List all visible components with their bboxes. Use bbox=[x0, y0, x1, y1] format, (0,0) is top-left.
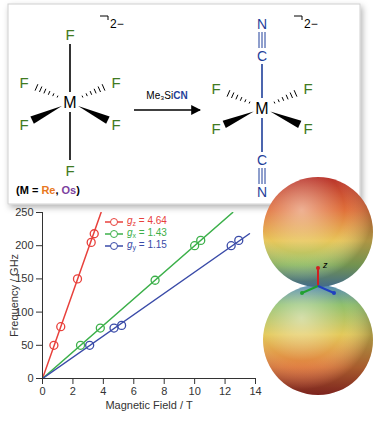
svg-text:C: C bbox=[257, 152, 267, 168]
svg-text:14: 14 bbox=[249, 385, 261, 397]
svg-text:10: 10 bbox=[189, 385, 201, 397]
svg-text:250: 250 bbox=[15, 206, 33, 218]
svg-text:F: F bbox=[303, 80, 312, 97]
svg-text:F: F bbox=[19, 74, 28, 91]
html-text:gy= 1.15: gy= 1.15 bbox=[127, 238, 167, 251]
svg-text:200: 200 bbox=[15, 239, 33, 251]
svg-text:M: M bbox=[63, 94, 76, 111]
svg-text:N: N bbox=[257, 16, 267, 32]
svg-text:F: F bbox=[303, 120, 312, 137]
svg-text:C: C bbox=[257, 48, 267, 64]
svg-text:Frequency / GHz: Frequency / GHz bbox=[8, 254, 20, 337]
svg-text:Magnetic Field / T: Magnetic Field / T bbox=[105, 399, 193, 411]
html-text:gz= 4.64: gz= 4.64 bbox=[127, 214, 167, 227]
svg-text:F: F bbox=[19, 116, 28, 133]
svg-text:F: F bbox=[111, 74, 120, 91]
svg-text:2: 2 bbox=[70, 385, 76, 397]
svg-text:z: z bbox=[322, 260, 328, 270]
svg-text:2−: 2− bbox=[110, 17, 124, 31]
svg-text:150: 150 bbox=[15, 272, 34, 285]
svg-text:0: 0 bbox=[39, 385, 45, 397]
svg-text:Me₃SiCN: Me₃SiCN bbox=[146, 90, 187, 101]
svg-text:100: 100 bbox=[15, 305, 34, 318]
svg-text:F: F bbox=[65, 26, 74, 43]
html-text:gx= 1.43: gx= 1.43 bbox=[127, 226, 167, 239]
svg-text:8: 8 bbox=[161, 385, 167, 397]
svg-text:F: F bbox=[211, 120, 220, 137]
svg-text:0: 0 bbox=[27, 372, 33, 384]
svg-text:4: 4 bbox=[100, 385, 106, 397]
svg-text:(M = Re, Os): (M = Re, Os) bbox=[16, 184, 80, 196]
svg-text:2−: 2− bbox=[304, 17, 318, 31]
svg-text:F: F bbox=[65, 162, 74, 179]
svg-text:12: 12 bbox=[219, 385, 231, 397]
svg-text:6: 6 bbox=[131, 385, 137, 397]
svg-text:N: N bbox=[257, 184, 267, 200]
svg-text:50: 50 bbox=[21, 339, 33, 351]
svg-text:M: M bbox=[255, 100, 268, 117]
svg-text:F: F bbox=[211, 80, 220, 97]
svg-text:F: F bbox=[111, 116, 120, 133]
